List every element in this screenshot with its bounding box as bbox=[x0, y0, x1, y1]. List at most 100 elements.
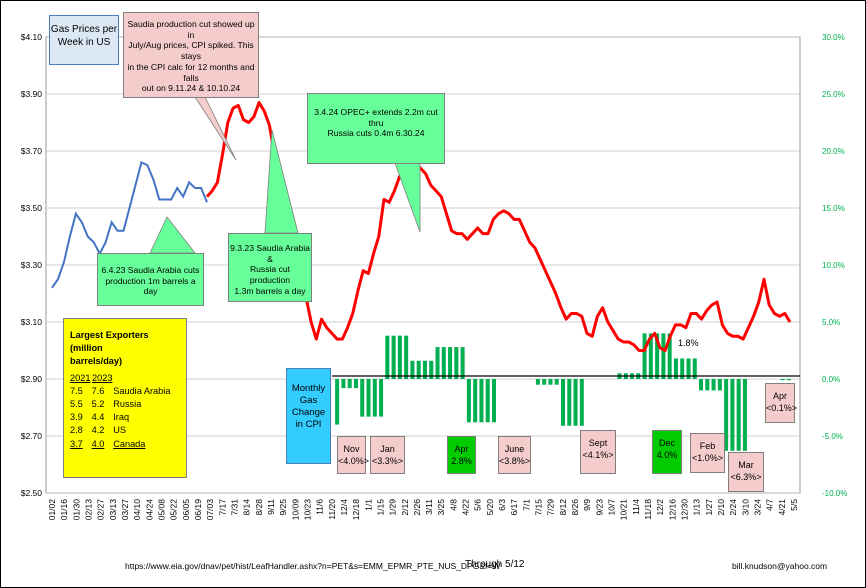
month-label-name: Nov bbox=[343, 444, 360, 454]
cpi-bar bbox=[473, 379, 478, 423]
exporter-y2023: 5.2 bbox=[91, 399, 105, 410]
cpi-bar bbox=[780, 379, 785, 381]
x-tick-label: 05/08 bbox=[156, 499, 166, 521]
left-tick-label: $2.50 bbox=[21, 488, 43, 498]
cpi-bar bbox=[560, 379, 566, 426]
x-tick-label: 1/1 bbox=[363, 499, 373, 511]
cpi-bar bbox=[730, 379, 735, 451]
cpi-bar bbox=[711, 379, 716, 391]
x-tick-label: 4/21 bbox=[777, 499, 787, 516]
cpi-bar bbox=[353, 379, 358, 389]
cpi-bar bbox=[429, 360, 434, 379]
author-email: bill.knudson@yahoo.com bbox=[732, 561, 828, 571]
x-tick-label: 11/18 bbox=[643, 499, 653, 520]
cpi-bar bbox=[410, 360, 415, 379]
cpi-bar bbox=[717, 379, 722, 391]
exporter-row: 3.7 4.0 Canada bbox=[70, 438, 182, 451]
x-tick-label: 4/8 bbox=[448, 499, 458, 511]
x-tick-label: 2/12 bbox=[400, 499, 410, 516]
exporter-country: Russia bbox=[113, 399, 142, 410]
cpi-bar bbox=[435, 347, 440, 379]
cpi-bar bbox=[347, 379, 352, 389]
opec-line: Russia cuts 0.4m 6.30.24 bbox=[327, 128, 425, 139]
exporters-box: Largest Exporters (million barrels/day) … bbox=[63, 318, 187, 478]
x-tick-label: 11/4 bbox=[631, 499, 641, 515]
cpi-bar bbox=[667, 333, 672, 379]
cpi-bar bbox=[479, 379, 484, 423]
x-tick-label: 12/4 bbox=[339, 499, 349, 516]
cpi-bar bbox=[554, 379, 559, 385]
x-tick-label: 3/24 bbox=[753, 499, 763, 516]
exporter-row: 3.9 4.4 Iraq bbox=[70, 411, 182, 424]
month-label-box: Mar <6.3%> bbox=[728, 452, 764, 492]
month-label-box: Dec 4.0% bbox=[652, 430, 682, 474]
x-tick-label: 04/24 bbox=[144, 499, 154, 521]
month-label-box: Sept <4.1%> bbox=[580, 430, 616, 474]
header-2021: 2021 bbox=[70, 373, 91, 384]
cpi-bar bbox=[573, 379, 578, 426]
x-tick-label: 10/23 bbox=[302, 499, 312, 521]
x-tick-label: 8/14 bbox=[242, 499, 252, 516]
cpi-bar bbox=[548, 379, 553, 385]
right-tick-label: 5.0% bbox=[822, 318, 840, 327]
cpi-bar bbox=[366, 379, 371, 417]
cpi-bar bbox=[673, 358, 678, 379]
x-tick-label: 1/15 bbox=[375, 499, 385, 516]
exporter-country: Canada bbox=[113, 438, 146, 449]
saudi-june-line: production 1m barrels a day bbox=[105, 275, 196, 297]
saudi-june-line: 6.4.23 Saudia Arabia cuts bbox=[101, 265, 200, 275]
x-tick-label: 7/1 bbox=[521, 499, 531, 511]
monthly-line: Gas bbox=[299, 394, 318, 406]
exporter-country: Saudia Arabia bbox=[113, 386, 171, 397]
exporter-y2023: 4.2 bbox=[91, 425, 105, 436]
gas-price-line-blue bbox=[51, 160, 208, 289]
through-date: Through 5/12 bbox=[465, 559, 525, 570]
x-tick-label: 12/16 bbox=[667, 499, 677, 521]
x-tick-label: 7/31 bbox=[229, 499, 239, 516]
month-label-name: June bbox=[504, 444, 525, 454]
x-tick-label: 10/7 bbox=[607, 499, 617, 516]
cpi-bar bbox=[686, 358, 691, 379]
month-label-name: Feb bbox=[699, 441, 716, 451]
x-tick-label: 2/26 bbox=[412, 499, 422, 516]
cpi-bar bbox=[454, 347, 459, 379]
cpi-bar bbox=[397, 335, 402, 379]
x-tick-label: 06/05 bbox=[181, 499, 191, 521]
opec-callout: 3.4.24 OPEC+ extends 2.2m cut thru Russi… bbox=[307, 93, 445, 164]
exporter-country: Iraq bbox=[113, 412, 130, 423]
cpi-bars bbox=[335, 333, 791, 451]
gas-title-line: Week in US bbox=[57, 36, 111, 48]
monthly-line: in CPI bbox=[295, 418, 322, 430]
gas-prices-title-box: Gas Prices per Week in US bbox=[49, 15, 119, 65]
saudi-sept-line: Russia cut production bbox=[249, 264, 291, 286]
exporter-y2021: 2.8 bbox=[70, 425, 83, 436]
cpi-bar bbox=[567, 379, 572, 426]
exporter-country: US bbox=[113, 425, 126, 436]
month-label-value: <6.3%> bbox=[730, 472, 762, 483]
exporter-y2021: 3.7 bbox=[70, 438, 83, 449]
saudia-line: Saudia production cut showed up in bbox=[127, 19, 255, 40]
x-tick-label: 11/20 bbox=[327, 499, 337, 520]
x-tick-label: 2/24 bbox=[728, 499, 738, 516]
cpi-bar bbox=[448, 347, 453, 379]
month-label-box: Nov <4.0%> bbox=[337, 436, 369, 474]
month-label-value: <0.1%> bbox=[766, 403, 798, 414]
left-tick-label: $3.90 bbox=[21, 89, 43, 99]
month-label-name: Dec bbox=[658, 438, 675, 448]
x-tick-label: 2/10 bbox=[716, 499, 726, 516]
x-tick-label: 1/13 bbox=[692, 499, 702, 516]
cpi-bar bbox=[460, 347, 465, 379]
x-tick-label: 03/13 bbox=[108, 499, 118, 521]
exporter-row: 5.5 5.2 Russia bbox=[70, 398, 182, 411]
month-label-value: 2.8% bbox=[451, 456, 472, 467]
x-tick-label: 03/27 bbox=[120, 499, 130, 521]
x-tick-label: 12/30 bbox=[680, 499, 690, 521]
right-tick-label: 0.0% bbox=[822, 375, 840, 384]
right-axis-ticks: 30.0% 25.0% 20.0% 15.0% 10.0% 5.0% 0.0% -5.0% -1… bbox=[822, 33, 847, 498]
exporters-header-row: 2021 2023 bbox=[70, 372, 182, 385]
right-tick-label: 30.0% bbox=[822, 33, 845, 42]
x-tick-label: 02/27 bbox=[96, 499, 106, 521]
month-label-value: 4.0% bbox=[656, 450, 678, 461]
x-tick-label: 12/2 bbox=[655, 499, 665, 516]
left-tick-label: $2.70 bbox=[21, 431, 43, 441]
